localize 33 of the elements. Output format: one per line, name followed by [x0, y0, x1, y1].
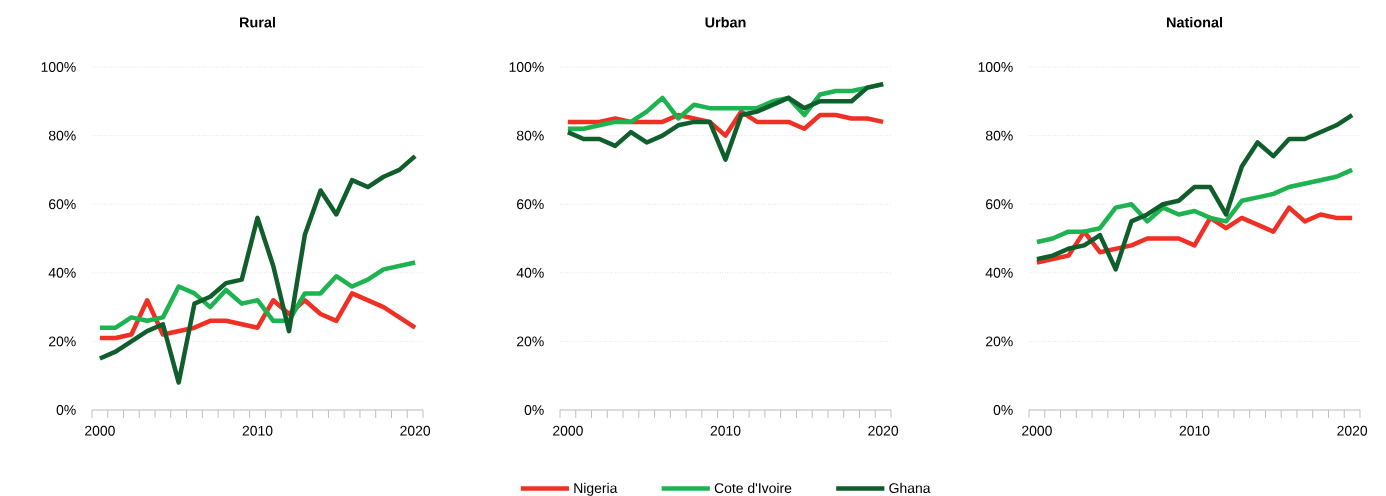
y-tick-label: 100%: [509, 62, 544, 72]
legend-label: Ghana: [889, 482, 931, 494]
y-tick-label: 80%: [516, 130, 544, 141]
chart-title: National: [1166, 16, 1222, 28]
y-tick-label: 80%: [48, 130, 76, 141]
x-tick-label: 2000: [85, 425, 115, 436]
y-tick-label: 20%: [49, 336, 76, 347]
y-tick-label: 0%: [524, 405, 544, 415]
x-tick-label: 2000: [1022, 425, 1052, 436]
y-tick-label: 20%: [517, 336, 544, 347]
x-tick-label: 2000: [553, 425, 583, 436]
legend-label: Nigeria: [574, 482, 618, 496]
x-tick-label: 2020: [400, 425, 431, 436]
y-tick-label: 40%: [985, 267, 1013, 278]
x-tick-label: 2020: [868, 425, 899, 436]
x-tick-label: 2020: [1337, 425, 1368, 436]
y-tick-label: 100%: [978, 62, 1013, 72]
y-tick-label: 0%: [993, 405, 1013, 415]
y-tick-label: 0%: [56, 405, 76, 415]
legend-label: Cote d'Ivoire: [714, 482, 792, 494]
x-tick-label: 2010: [1179, 425, 1210, 436]
x-tick-label: 2010: [710, 425, 741, 436]
y-tick-label: 40%: [48, 267, 76, 278]
chart-title: Rural: [240, 16, 275, 28]
y-tick-label: 100%: [41, 62, 76, 72]
y-tick-label: 20%: [986, 336, 1013, 347]
y-tick-label: 60%: [49, 199, 76, 210]
y-tick-label: 40%: [516, 267, 544, 278]
y-tick-label: 60%: [517, 199, 544, 210]
chart-title: Urban: [705, 16, 746, 28]
y-tick-label: 60%: [986, 199, 1013, 210]
y-tick-label: 80%: [985, 130, 1013, 141]
x-tick-label: 2010: [242, 425, 273, 436]
